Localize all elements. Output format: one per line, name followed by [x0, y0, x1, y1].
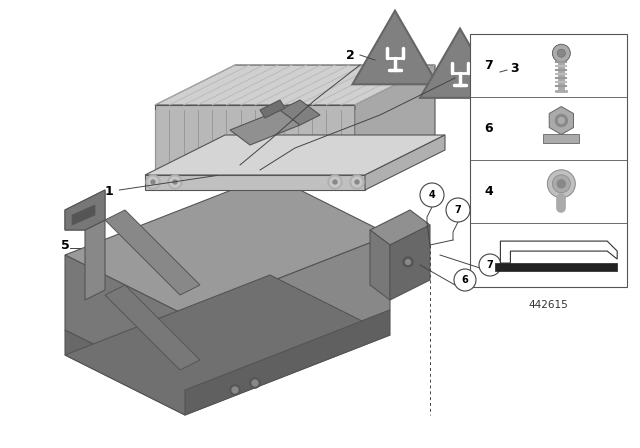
- Circle shape: [558, 117, 564, 124]
- Text: 442615: 442615: [529, 300, 569, 310]
- Polygon shape: [65, 330, 185, 415]
- Text: 3: 3: [510, 61, 518, 74]
- Circle shape: [328, 175, 342, 189]
- Circle shape: [146, 175, 160, 189]
- Polygon shape: [230, 110, 300, 145]
- Text: 6: 6: [461, 275, 468, 285]
- Circle shape: [151, 180, 155, 184]
- Polygon shape: [420, 29, 500, 98]
- Circle shape: [454, 269, 476, 291]
- Polygon shape: [65, 190, 105, 230]
- Polygon shape: [549, 107, 573, 134]
- Text: 7: 7: [486, 260, 493, 270]
- Polygon shape: [370, 210, 430, 245]
- Polygon shape: [500, 241, 617, 263]
- Text: 1: 1: [105, 176, 217, 198]
- Polygon shape: [65, 175, 390, 315]
- Circle shape: [252, 380, 258, 386]
- Polygon shape: [65, 190, 105, 230]
- Polygon shape: [85, 220, 105, 300]
- Text: 7: 7: [484, 59, 493, 72]
- Polygon shape: [495, 263, 617, 271]
- Circle shape: [420, 183, 444, 207]
- Circle shape: [547, 170, 575, 198]
- Polygon shape: [355, 65, 435, 175]
- Polygon shape: [155, 65, 435, 105]
- Circle shape: [333, 180, 337, 184]
- Polygon shape: [145, 175, 365, 190]
- Polygon shape: [353, 11, 438, 84]
- Circle shape: [232, 387, 238, 393]
- Circle shape: [173, 180, 177, 184]
- Circle shape: [330, 177, 340, 187]
- Polygon shape: [280, 100, 320, 125]
- Polygon shape: [370, 230, 390, 300]
- Circle shape: [403, 257, 413, 267]
- Polygon shape: [72, 205, 95, 225]
- Text: 7: 7: [454, 205, 461, 215]
- Polygon shape: [145, 135, 445, 175]
- Circle shape: [355, 180, 359, 184]
- Polygon shape: [65, 255, 185, 390]
- Polygon shape: [65, 275, 390, 415]
- Polygon shape: [260, 100, 285, 118]
- Polygon shape: [185, 235, 390, 390]
- Circle shape: [556, 115, 567, 126]
- Text: 5: 5: [61, 238, 69, 251]
- Circle shape: [557, 49, 565, 57]
- Circle shape: [406, 259, 410, 264]
- Text: 6: 6: [484, 122, 493, 135]
- Polygon shape: [543, 134, 579, 142]
- Text: 2: 2: [346, 48, 355, 61]
- Circle shape: [250, 378, 260, 388]
- Polygon shape: [155, 105, 355, 175]
- Circle shape: [352, 177, 362, 187]
- Circle shape: [170, 177, 180, 187]
- Text: 4: 4: [429, 190, 435, 200]
- Circle shape: [557, 180, 565, 188]
- Circle shape: [446, 198, 470, 222]
- Circle shape: [552, 175, 570, 193]
- Bar: [470, 34, 627, 287]
- Circle shape: [230, 385, 240, 395]
- Circle shape: [168, 175, 182, 189]
- Polygon shape: [105, 210, 200, 295]
- Polygon shape: [365, 135, 445, 190]
- Polygon shape: [185, 310, 390, 415]
- Circle shape: [552, 44, 570, 62]
- Text: 4: 4: [484, 185, 493, 198]
- Polygon shape: [390, 225, 430, 300]
- Circle shape: [350, 175, 364, 189]
- Circle shape: [148, 177, 158, 187]
- Circle shape: [479, 254, 501, 276]
- Polygon shape: [105, 285, 200, 370]
